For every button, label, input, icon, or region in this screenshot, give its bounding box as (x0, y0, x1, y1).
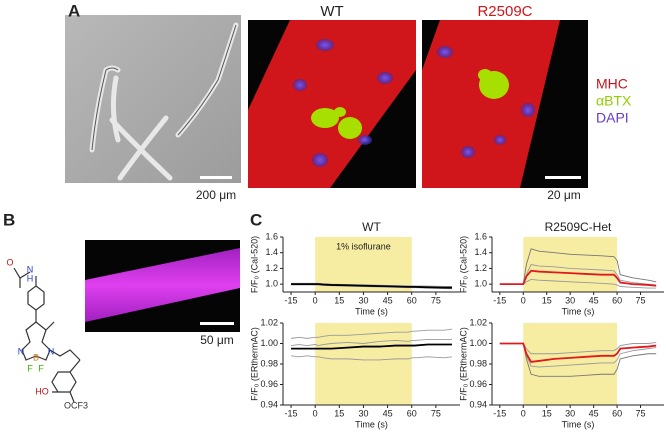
stain-legend: DAPI (596, 110, 629, 126)
x-tick-label: 75 (636, 295, 646, 305)
atom-label: H (27, 273, 34, 283)
y-tick-label: 1.0 (474, 279, 487, 289)
x-axis-label: Time (s) (355, 306, 388, 316)
y-tick-label: 0.96 (469, 379, 487, 389)
y-tick-label: 0.96 (260, 379, 278, 389)
highlight-region (315, 237, 412, 292)
x-tick-label: 15 (334, 295, 344, 305)
y-tick-label: 1.4 (474, 247, 487, 257)
x-tick-label: -15 (285, 408, 298, 418)
y-axis-label: F/F₀ (Cal-520) (458, 236, 468, 293)
panel-label: A (68, 1, 80, 20)
x-axis-label: Time (s) (562, 306, 595, 316)
x-tick-label: -15 (493, 295, 506, 305)
y-tick-label: 1.6 (265, 231, 278, 241)
x-tick-label: 15 (542, 408, 552, 418)
brightfield-image (65, 15, 241, 183)
atom-label: N (18, 346, 25, 356)
y-tick-label: 0.98 (469, 358, 487, 368)
y-tick-label: 1.00 (260, 338, 278, 348)
y-axis-label: F/F₀ (ERthermAC) (458, 327, 468, 401)
stain-legend: MHC (596, 76, 628, 92)
x-tick-label: 0 (521, 295, 526, 305)
image-title: WT (320, 3, 343, 20)
scale-bar-label: 50 μm (200, 333, 234, 347)
y-tick-label: 0.98 (260, 358, 278, 368)
y-tick-label: 1.02 (260, 317, 278, 327)
x-tick-label: 45 (589, 408, 599, 418)
highlight-region (523, 323, 618, 405)
mutant-fluorescence-image (422, 20, 588, 188)
x-tick-label: 60 (407, 408, 417, 418)
series-line (291, 343, 452, 350)
y-tick-label: 1.0 (265, 279, 278, 289)
chemical-structure (13, 267, 81, 403)
x-tick-label: 0 (313, 295, 318, 305)
wt-fluorescence-image (248, 20, 416, 188)
y-tick-label: 1.2 (474, 263, 487, 273)
x-tick-label: 0 (313, 408, 318, 418)
x-tick-label: 75 (431, 408, 441, 418)
highlight-region (523, 237, 618, 292)
x-tick-label: 45 (383, 408, 393, 418)
x-tick-label: 60 (612, 295, 622, 305)
atom-label: F (27, 363, 33, 373)
x-tick-label: -15 (285, 295, 298, 305)
x-tick-label: 60 (612, 408, 622, 418)
atom-label: B (33, 352, 39, 362)
x-tick-label: 30 (358, 408, 368, 418)
atom-label: N (27, 264, 34, 274)
x-tick-label: 15 (542, 295, 552, 305)
y-tick-label: 1.2 (265, 263, 278, 273)
series-line (291, 283, 452, 289)
x-axis-label: Time (s) (355, 419, 388, 429)
chart-title: WT (362, 220, 381, 234)
atom-label: HO (35, 386, 49, 396)
x-tick-label: -15 (493, 408, 506, 418)
y-tick-label: 1.00 (469, 338, 487, 348)
x-tick-label: 45 (383, 295, 393, 305)
series-line (290, 338, 452, 347)
y-tick-label: 1.6 (474, 231, 487, 241)
highlight-region (315, 323, 412, 405)
x-tick-label: 30 (565, 408, 575, 418)
atom-label: N (48, 346, 55, 356)
series-line (499, 269, 657, 287)
x-tick-label: 75 (636, 408, 646, 418)
x-tick-label: 75 (431, 295, 441, 305)
y-tick-label: 0.94 (469, 399, 487, 409)
annotation: 1% isoflurane (336, 241, 391, 251)
atom-label: OCF3 (64, 400, 88, 410)
y-tick-label: 1.4 (265, 247, 278, 257)
x-tick-label: 60 (407, 295, 417, 305)
scale-bar-label: 200 μm (196, 188, 236, 202)
scale-bar-label: 20 μm (547, 188, 581, 202)
x-tick-label: 30 (358, 295, 368, 305)
series-line (499, 342, 657, 363)
y-axis-label: F/F₀ (ERthermAC) (249, 327, 259, 401)
atom-label: F (38, 363, 44, 373)
y-tick-label: 0.94 (260, 399, 278, 409)
atom-label: O (6, 257, 13, 267)
y-tick-label: 1.02 (469, 317, 487, 327)
panel-label: B (3, 210, 15, 229)
x-tick-label: 15 (334, 408, 344, 418)
series-line (290, 328, 453, 339)
y-axis-label: F/F₀ (Cal-520) (249, 236, 259, 293)
chart-title: R2509C-Het (545, 220, 612, 234)
series-line (290, 355, 453, 361)
x-tick-label: 30 (565, 295, 575, 305)
magenta-image (85, 240, 240, 332)
stain-legend: αBTX (596, 93, 632, 109)
x-tick-label: 0 (521, 408, 526, 418)
image-title: R2509C (477, 3, 532, 20)
x-axis-label: Time (s) (562, 419, 595, 429)
x-tick-label: 45 (589, 295, 599, 305)
panel-label: C (250, 210, 262, 229)
